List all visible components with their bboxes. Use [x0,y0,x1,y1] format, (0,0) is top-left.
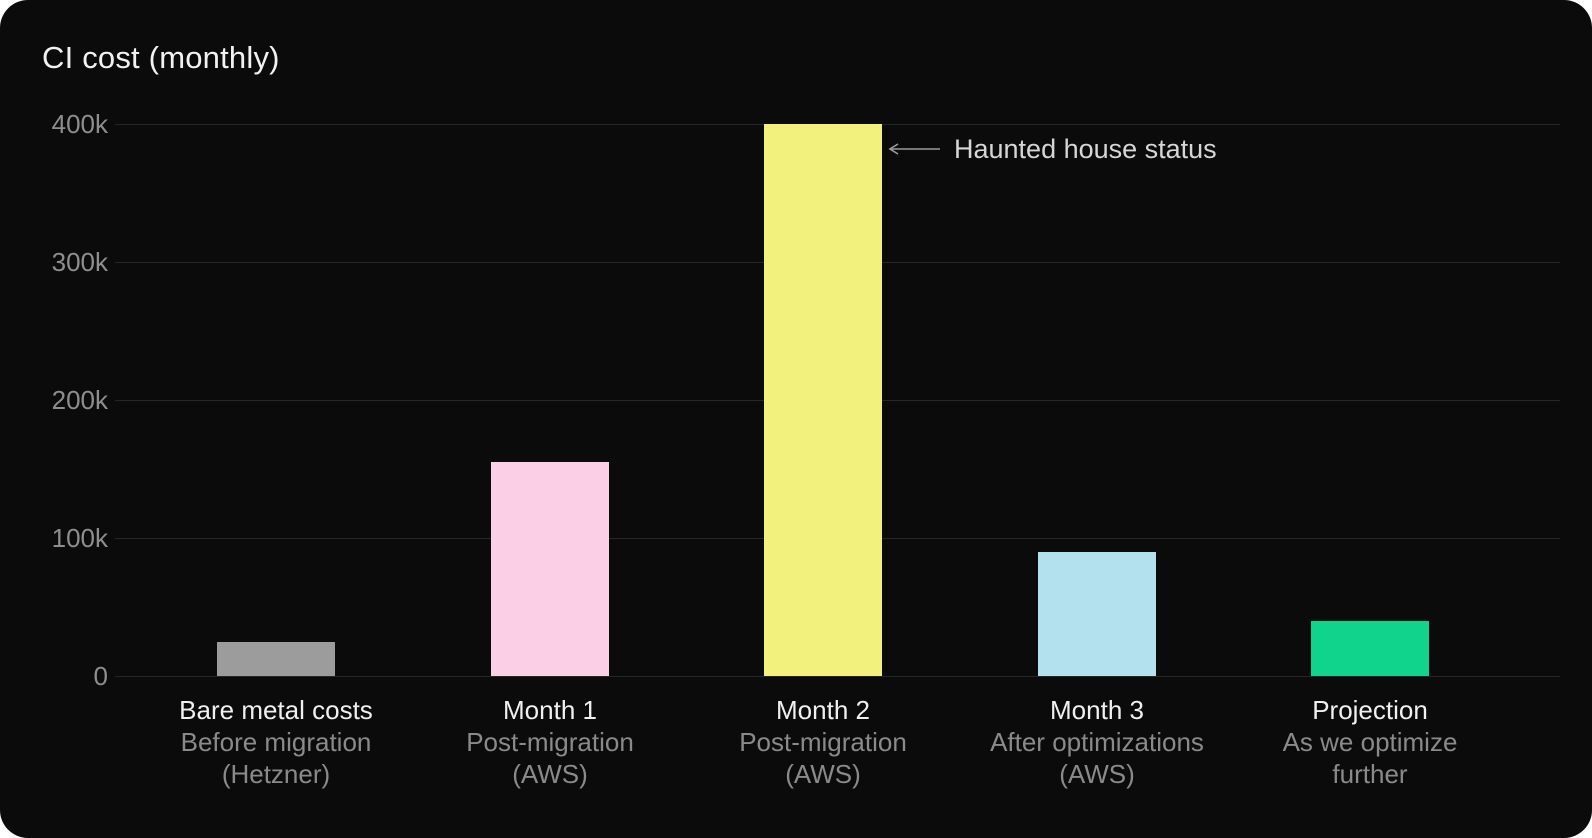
bar-month-2 [764,124,882,676]
category-label-sub: After optimizations [990,727,1204,757]
annotation: Haunted house status [886,134,1217,164]
category-label-sub: Post-migration [739,727,907,757]
category-label-sub: (AWS) [1059,759,1135,789]
chart-title: CI cost (monthly) [42,40,280,75]
category-label-sub: (AWS) [785,759,861,789]
category-label-sub: Post-migration [466,727,634,757]
left-arrow-icon [888,143,940,155]
category-label-main: Month 1 [503,695,597,725]
category-label-main: Projection [1312,695,1428,725]
category-label: Month 2 Post-migration (AWS) [673,694,973,790]
y-axis-tick-label: 200k [51,385,108,415]
category-label-sub: further [1332,759,1408,789]
bar-bare-metal-costs [217,641,335,676]
category-label-main: Bare metal costs [179,695,373,725]
category-label-sub: Before migration [180,727,372,757]
category-label: Month 1 Post-migration (AWS) [400,694,700,790]
category-label-main: Month 2 [776,695,870,725]
y-axis-tick-label: 100k [51,523,108,553]
bar-month-1 [491,462,609,676]
bar-projection [1311,620,1429,676]
category-label: Month 3 After optimizations (AWS) [947,694,1247,790]
bar-month-3 [1038,551,1156,676]
category-label-sub: As we optimize [1282,727,1458,757]
y-axis-tick-label: 300k [51,247,108,277]
category-label: Projection As we optimize further [1220,694,1520,790]
y-axis-tick-label: 0 [93,661,108,691]
category-label-sub: (AWS) [512,759,588,789]
category-label-sub: (Hetzner) [221,759,331,789]
annotation-text: Haunted house status [954,134,1217,164]
gridline [115,675,1560,677]
category-label-main: Month 3 [1050,695,1144,725]
y-axis-tick-label: 400k [51,109,108,139]
category-label: Bare metal costs Before migration (Hetzner… [126,694,426,790]
